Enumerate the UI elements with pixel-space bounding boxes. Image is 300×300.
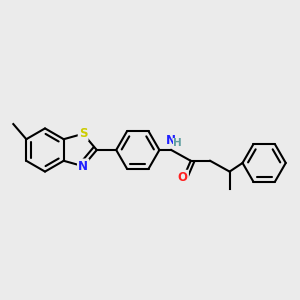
- Text: N: N: [166, 134, 176, 147]
- Text: O: O: [178, 171, 188, 184]
- Text: S: S: [79, 127, 87, 140]
- Text: N: N: [78, 160, 88, 173]
- Text: H: H: [173, 139, 182, 148]
